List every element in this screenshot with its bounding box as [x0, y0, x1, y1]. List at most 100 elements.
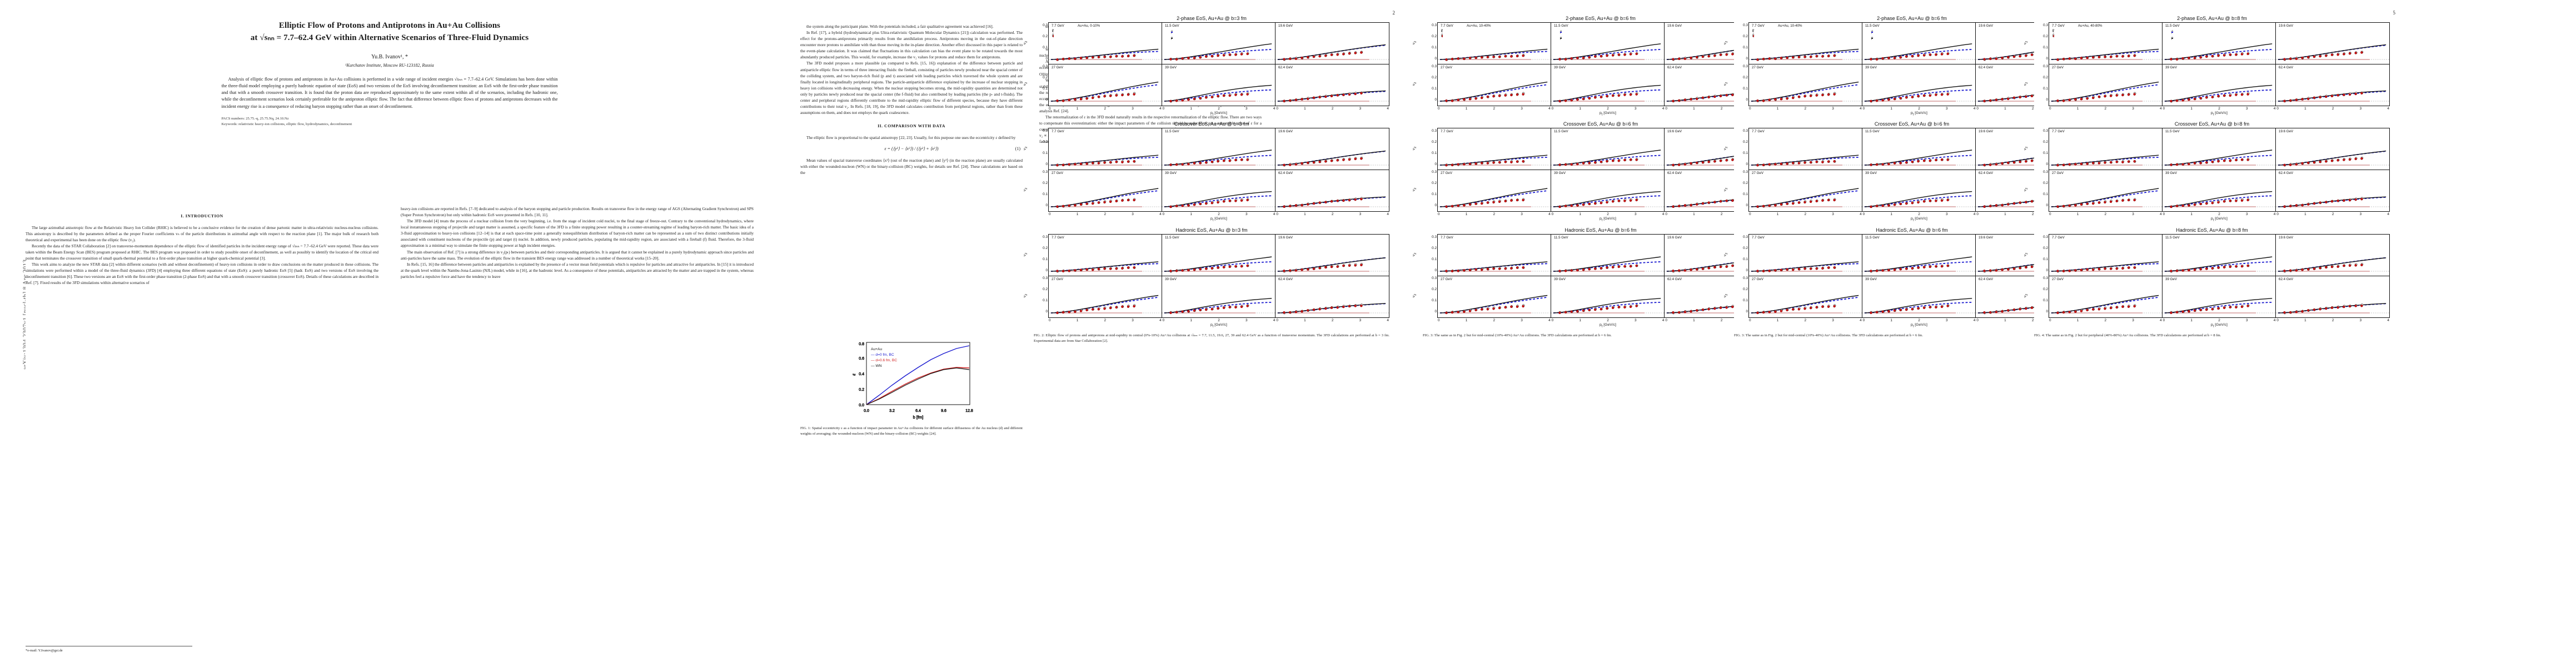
x-tick-label: 2 [1607, 107, 1609, 111]
y-tick-label: 0.1 [2043, 151, 2048, 156]
x-tick-label: 0 [1551, 318, 1554, 322]
x-tick-label: 3 [1245, 318, 1248, 322]
panel-svg [1438, 48, 1551, 61]
legend-filled-circle: p̄ [2052, 34, 2055, 37]
x-tick-label: 2 [1804, 212, 1807, 217]
panel-svg [2049, 155, 2162, 167]
x-tick-label: 0 [1276, 107, 1278, 111]
plot-panel: 11.5 GeV [1162, 234, 1275, 276]
panel-svg [1749, 81, 1862, 102]
x-tick-label: 0 [1665, 212, 1667, 217]
panel-energy-label: 39 GeV [1165, 66, 1177, 69]
x-tick-label: 3 [2245, 107, 2248, 111]
x-tick-label: 3 [2245, 318, 2248, 322]
y-tick-label: 0.1 [1743, 151, 1748, 156]
y-tick-label: 0.2 [1432, 140, 1437, 145]
fig4-caption: FIG. 3: The same as in Fig. 2 but for mi… [1734, 334, 1923, 338]
x-tick-label: 2 [2218, 212, 2220, 217]
y-axis-title: v2 [1023, 252, 1028, 256]
page-number: 5 [2393, 10, 2396, 16]
title-line-1: Elliptic Flow of Protons and Antiprotons… [278, 21, 501, 30]
y-tick-label: 0.3 [2043, 64, 2048, 68]
y-tick-label: 0.1 [1043, 151, 1048, 156]
panel-svg [1049, 81, 1162, 102]
fig1-caption: FIG. 1: Spatial eccentricity ε as a func… [800, 426, 1023, 436]
plot-block: 2-phase EoS, Au+Au @ b=8 fm 0 0.1 0.2 0.3 v2 0… [2024, 16, 2390, 116]
plot-block: Crossover EoS, Au+Au @ b=6 fm 0 0.1 0.2 0.3 v… [1412, 121, 1778, 222]
x-tick-label: 4 [1387, 107, 1389, 111]
y-tick-label: 0.2 [1743, 34, 1748, 38]
y-tick-label: 0.3 [1432, 235, 1437, 239]
paragraph: The large azimuthal anisotropic flow at … [26, 225, 378, 242]
plot-panel: 27 GeV [1438, 170, 1551, 212]
panel-svg [1749, 295, 1862, 314]
plot-panel: 62.4 GeV [2276, 170, 2389, 211]
x-tick-label: 2 [1918, 318, 1920, 322]
x-tick-label: 3 [1634, 212, 1637, 217]
plot-panel: 11.5 GeV p̄ p [1862, 23, 1976, 64]
x-tick-label: 3 [2359, 318, 2362, 322]
x-tick-label: 1 [2076, 318, 2079, 322]
y-axis-title: v2 [1723, 82, 1728, 86]
panel-svg [1162, 297, 1275, 314]
panel-svg [1551, 84, 1664, 103]
y-axis-title: v2 [1723, 293, 1728, 297]
panel-svg [2276, 257, 2389, 273]
y-tick-label: 0.3 [2043, 23, 2048, 27]
panel-grid: 7.7 GeV Au+Au, 40-80% p p̄ 11.5 GeV p̄ [2049, 22, 2390, 106]
panel-svg [1275, 44, 1389, 61]
panel-energy-label: 39 GeV [1865, 66, 1877, 69]
y-tick-label: 0.2 [1432, 287, 1437, 291]
x-tick-label: 0 [1162, 212, 1165, 217]
x-tick-label: 4 [1860, 318, 1862, 322]
x-tick-row: 0 1 2 3 4 [2049, 107, 2163, 111]
y-tick-label: 0.1 [1432, 192, 1437, 197]
x-tick-row: 0 1 2 3 4 [1748, 318, 1862, 322]
y-tick-label: 0.2 [1043, 140, 1048, 145]
y-tick-label: 0.1 [1043, 298, 1048, 302]
y-tick-label: 0 [1746, 162, 1748, 167]
x-tick-label: 3 [1634, 107, 1637, 111]
panel-svg [1162, 191, 1275, 208]
x-axis-title: pt [GeV/c] [1210, 217, 1227, 222]
plot-panel: 11.5 GeV [1551, 234, 1665, 276]
y-tick-label: 0.1 [1432, 46, 1437, 49]
plot-block: 2-phase EoS, Au+Au @ b=6 fm 0 0.1 0.2 0.3 v2 0… [1412, 16, 1778, 116]
y-tick-label: 0.3 [1432, 170, 1437, 175]
x-tick-label: 3 [1634, 318, 1637, 322]
panel-energy-label: 11.5 GeV [1865, 235, 1880, 240]
y-tick-label: 0 [1434, 98, 1437, 102]
plot-panel: 62.4 GeV [1275, 170, 1389, 211]
y-axis-title: v2 [2023, 293, 2029, 297]
y-axis: 0 0.1 0.2 0.3 v2 0 0.1 0.2 0.3 v2 [2024, 234, 2049, 328]
fig4-grids: 2-phase EoS, Au+Au @ b=6 fm 0 0.1 0.2 0.3 v2 0… [1723, 16, 2090, 328]
panel-energy-label: 62.4 GeV [1979, 171, 1994, 176]
y-tick-label: 0 [1045, 309, 1048, 313]
y-tick-label: 0.2 [1043, 287, 1048, 291]
panel-energy-label: 27 GeV [1752, 277, 1763, 281]
panel-energy-label: 27 GeV [1441, 66, 1452, 69]
plot-panel: 11.5 GeV [1162, 128, 1275, 171]
panel-svg [1049, 261, 1162, 273]
panel-svg [1551, 297, 1664, 314]
panel-energy-label: 11.5 GeV [2165, 130, 2180, 134]
x-tick-label: 0 [1276, 318, 1278, 322]
legend-open-circle: p [2052, 29, 2055, 32]
paragraph: The main observation of Ref. [7] is a st… [401, 249, 754, 261]
legend-dashed-line: p̄ [1871, 31, 1874, 34]
x-tick-label: 0 [1049, 318, 1051, 322]
x-tick-row: 0 1 2 3 4 [1275, 107, 1389, 111]
x-tick-label: 2 [2331, 318, 2334, 322]
panel-svg [2049, 48, 2162, 61]
x-tick-label: 0 [1665, 107, 1667, 111]
y-tick-label: 0.2 [1743, 76, 1748, 79]
x-tick-label: 4 [2160, 107, 2162, 111]
y-tick-label: 0.3 [1743, 23, 1748, 27]
panel-svg [2163, 150, 2275, 167]
y-tick-label: 0.1 [1743, 46, 1748, 49]
panel-energy-label: 27 GeV [2052, 171, 2064, 176]
panel-energy-label: 39 GeV [1165, 277, 1177, 281]
x-tick-label: 2 [1218, 107, 1220, 111]
